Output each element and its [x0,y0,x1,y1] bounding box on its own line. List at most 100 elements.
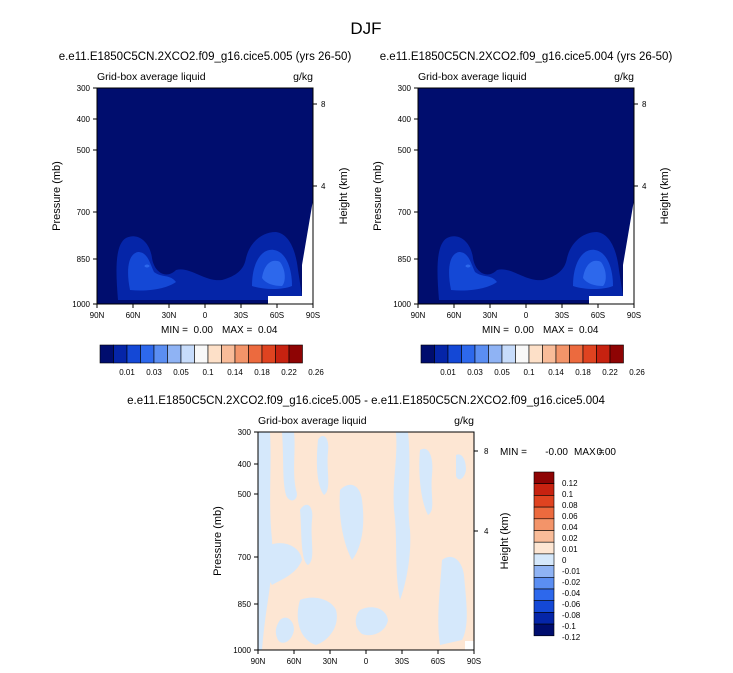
colorbar-box [447,344,462,364]
x-tick-label: 90N [411,311,426,320]
colorbar-box [99,344,114,364]
panel-1-y-axis-label: Pressure (mb) [51,161,63,231]
panel-2-max-label: MAX = [543,325,573,336]
panel-2-height-ticks: 8 4 [634,100,647,191]
colorbar-box [533,495,555,508]
y-tick-label: 1000 [233,646,251,655]
colorbar-box [288,344,303,364]
panel-3-height-ticks: 8 4 [474,447,489,536]
y-tick-label: 850 [77,255,91,264]
panel-3-field [258,432,474,650]
x-tick-label: 0 [524,311,529,320]
x-tick-label: 60S [591,311,605,320]
x-tick-label: 30N [483,311,498,320]
colorbar-box [542,344,557,364]
colorbar-label: -0.01 [562,567,581,576]
y-tick-label: 1000 [393,300,411,309]
panel-3-colorbar [533,471,555,637]
colorbar-box [609,344,624,364]
colorbar-label: 0.22 [281,368,297,377]
panel-3-max-value: 0.00 [597,447,617,458]
colorbar-box [533,518,555,531]
panel-3-subtitle: e.e11.E1850C5CN.2XCO2.f09_g16.cice5.005 … [127,395,605,407]
x-tick-label: 60S [431,657,445,666]
colorbar-box [501,344,516,364]
colorbar-label: 0.03 [146,368,162,377]
colorbar-box [533,565,555,578]
colorbar-box [596,344,611,364]
y-tick-label: 300 [238,428,252,437]
colorbar-box [569,344,584,364]
panel-2-y-ticks: 300 400 500 700 850 1000 [393,84,418,309]
colorbar-box [474,344,489,364]
y-tick-label: 500 [238,490,252,499]
panel-3-y-axis-label: Pressure (mb) [212,506,224,576]
x-tick-label: 30S [234,311,248,320]
panel-1-min-label: MIN = [161,325,188,336]
y-tick-label: 400 [77,115,91,124]
panel-1-left-label: Grid-box average liquid [97,71,206,83]
colorbar-label: 0.1 [523,368,535,377]
panel-1-colorbar [99,344,303,364]
colorbar-box [533,541,555,555]
colorbar-label: 0.18 [254,368,270,377]
colorbar-box [113,344,128,364]
panel-2-colorbar [420,344,624,364]
x-tick-label: 60S [270,311,284,320]
colorbar-box [533,530,555,543]
panel-2-subtitle: e.e11.E1850C5CN.2XCO2.f09_g16.cice5.004 … [380,51,673,63]
height-tick-label: 4 [321,182,326,191]
colorbar-label: 0.18 [575,368,591,377]
panel-3-units: g/kg [454,415,474,427]
colorbar-box [140,344,155,364]
panel-2: e.e11.E1850C5CN.2XCO2.f09_g16.cice5.004 … [372,51,672,377]
colorbar-label: 0 [562,556,567,565]
y-tick-label: 700 [77,208,91,217]
panel-3-max-label: MAX = [574,447,604,458]
y-tick-label: 400 [398,115,412,124]
colorbar-box [533,483,555,496]
panel-3-right-axis-label: Height (km) [499,513,511,570]
y-tick-label: 850 [398,255,412,264]
panel-2-units: g/kg [614,71,634,83]
colorbar-box [533,506,555,520]
panel-2-colorbar-labels: 0.01 0.03 0.05 0.1 0.14 0.18 0.22 0.26 [440,368,645,377]
x-tick-label: 60N [126,311,141,320]
colorbar-box [528,344,543,364]
colorbar-box [234,344,249,364]
colorbar-label: -0.12 [562,633,581,642]
colorbar-box [582,344,597,364]
colorbar-label: 0.22 [602,368,618,377]
figure-title: DJF [350,19,381,38]
panel-1-x-ticks: 90N 60N 30N 0 30S 60S 90S [90,304,320,320]
y-tick-label: 700 [398,208,412,217]
colorbar-box [533,553,555,566]
colorbar-label: 0.14 [548,368,564,377]
panel-1-min-value: 0.00 [194,325,214,336]
colorbar-box [248,344,263,364]
colorbar-label: 0.26 [629,368,645,377]
panel-2-right-axis-label: Height (km) [659,168,671,225]
x-tick-label: 90S [467,657,481,666]
colorbar-box [194,344,209,364]
panel-3-y-ticks: 300 400 500 700 850 1000 [233,428,258,655]
colorbar-label: 0.01 [562,545,578,554]
panel-2-field [418,88,634,304]
panel-2-min-value: 0.00 [515,325,535,336]
colorbar-box [221,344,236,364]
colorbar-label: -0.1 [562,622,576,631]
panel-3: e.e11.E1850C5CN.2XCO2.f09_g16.cice5.005 … [127,395,616,666]
colorbar-label: 0.1 [202,368,214,377]
colorbar-label: 0.03 [467,368,483,377]
y-tick-label: 1000 [72,300,90,309]
x-tick-label: 30N [323,657,338,666]
colorbar-label: 0.08 [562,501,578,510]
colorbar-label: 0.05 [494,368,510,377]
colorbar-box [434,344,449,364]
panel-1-max-value: 0.04 [258,325,278,336]
y-tick-label: 500 [77,146,91,155]
panel-2-left-label: Grid-box average liquid [418,71,527,83]
colorbar-label: 0.26 [308,368,324,377]
colorbar-label: 0.01 [440,368,456,377]
